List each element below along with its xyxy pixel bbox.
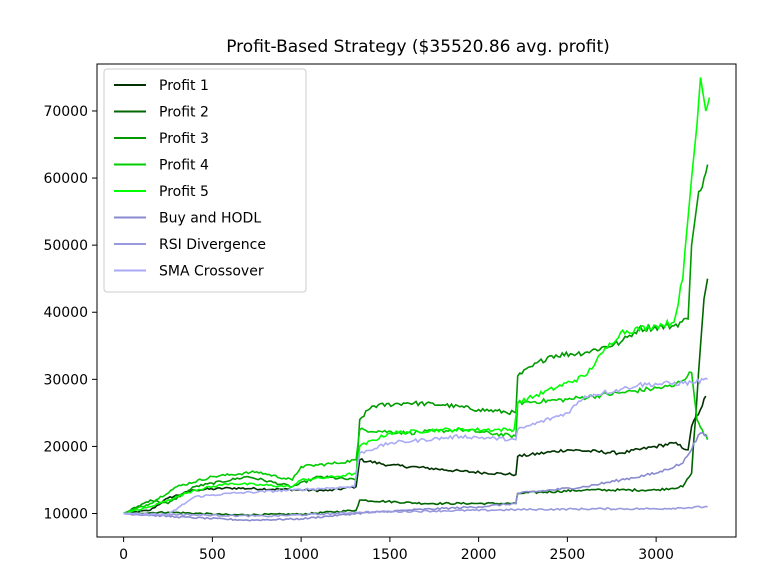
y-tick-label: 50000 <box>43 238 88 254</box>
x-tick-label: 1000 <box>283 547 319 563</box>
legend-label: Profit 5 <box>159 184 209 200</box>
series-line-3 <box>123 164 709 515</box>
x-tick-label: 500 <box>199 547 226 563</box>
y-tick-label: 20000 <box>43 439 88 455</box>
legend-label: Profit 4 <box>159 158 209 174</box>
axes-layer: 0 500 1000 1500 2000 2500 3000 10000 20000 30000 4… <box>43 104 673 563</box>
y-tick-label: 40000 <box>43 305 88 321</box>
plot-frame <box>96 63 737 538</box>
legend-label: RSI Divergence <box>159 237 266 253</box>
series-line-5 <box>123 77 711 515</box>
series-line-6 <box>123 431 708 522</box>
series-line-4 <box>123 371 709 515</box>
legend-label: SMA Crossover <box>159 264 264 280</box>
legend-label: Profit 2 <box>159 105 209 121</box>
x-tick-label: 1500 <box>372 547 408 563</box>
legend-label: Profit 1 <box>159 78 209 94</box>
y-tick-label: 30000 <box>43 372 88 388</box>
chart-title: Profit-Based Strategy ($35520.86 avg. pr… <box>226 37 610 57</box>
x-tick-label: 0 <box>119 547 128 563</box>
x-tick-label: 2000 <box>461 547 497 563</box>
legend: Profit 1 Profit 2 Profit 3 Profit 4 Profit 5… <box>103 68 307 293</box>
y-tick-label: 10000 <box>43 507 88 523</box>
legend-box <box>103 68 307 293</box>
y-tick-label: 60000 <box>43 171 88 187</box>
series-layer <box>123 77 711 522</box>
series-line-7 <box>123 505 708 518</box>
series-line-1 <box>123 395 707 515</box>
x-tick-label: 2500 <box>550 547 586 563</box>
legend-label: Profit 3 <box>159 131 209 147</box>
legend-label: Buy and HODL <box>159 211 261 227</box>
y-tick-label: 70000 <box>43 104 88 120</box>
series-line-2 <box>123 278 709 517</box>
series-line-8 <box>123 377 708 516</box>
x-tick-label: 3000 <box>638 547 674 563</box>
